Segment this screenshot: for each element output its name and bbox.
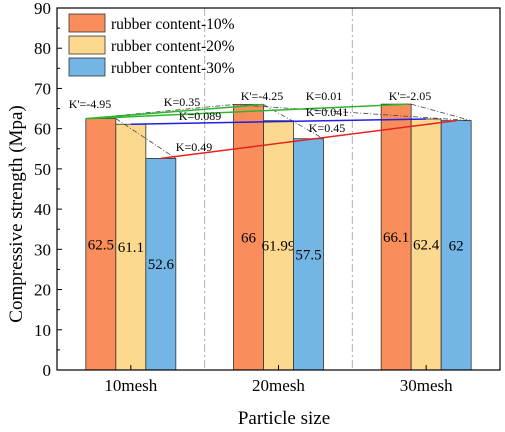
legend-swatch-3 <box>68 57 106 77</box>
legend-label-3: rubber content-30% <box>111 60 235 77</box>
y-tick-label: 60 <box>34 120 51 139</box>
k-prime-label: K'=-4.95 <box>69 97 112 111</box>
x-axis-title: Particle size <box>238 408 330 429</box>
y-tick-label: 0 <box>43 361 52 380</box>
legend-label-2: rubber content-20% <box>111 38 235 55</box>
trend-line-3 <box>160 119 457 160</box>
group-dashdot-line <box>411 103 472 122</box>
trend-line-1 <box>88 103 409 120</box>
y-tick-label: 20 <box>34 281 51 300</box>
k-label: K=0.45 <box>309 121 345 135</box>
bar-value-label: 61.1 <box>118 240 144 256</box>
legend-swatch-1 <box>68 13 106 33</box>
y-tick-label: 80 <box>34 39 51 58</box>
k-prime-label: K'=-4.25 <box>241 89 284 103</box>
legend-swatch-2 <box>68 35 106 55</box>
bar-3-3 <box>440 120 472 371</box>
legend-label-1: rubber content-10% <box>111 16 235 33</box>
plot-area: 62.5 66 66.1 61.1 61.99 62.4 52.6 57.5 62 K'=-4.9… <box>34 0 501 395</box>
bar-2-1 <box>115 123 147 371</box>
y-tick-label: 40 <box>34 200 51 219</box>
group-dashdot-line <box>115 118 177 159</box>
bar-3-1 <box>145 158 177 371</box>
trend-line-segment <box>85 103 264 120</box>
bar-value-label: 62 <box>449 238 464 254</box>
y-tick-label: 50 <box>34 160 51 179</box>
bar-value-label: 66.1 <box>383 230 409 246</box>
bar-value-label: 57.5 <box>295 247 321 263</box>
trend-k-label: K=0.01 <box>306 89 342 103</box>
trend-line-2 <box>130 118 427 125</box>
bar-value-label: 62.5 <box>88 237 114 253</box>
y-axis-title: Compressive strength (Mpa) <box>6 105 27 322</box>
y-tick-label: 90 <box>34 0 51 18</box>
bar-2-3 <box>410 118 442 371</box>
k-prime-label: K'=-2.05 <box>389 89 432 103</box>
trend-k-label: K=0.041 <box>306 105 348 119</box>
k-label: K=0.089 <box>179 109 221 123</box>
bar-value-label: 61.99 <box>262 238 296 254</box>
y-tick-label: 30 <box>34 240 51 259</box>
trend-k-label: K=0.49 <box>176 140 212 154</box>
bar-value-label: 52.6 <box>148 257 175 273</box>
bar-value-label: 66 <box>241 230 257 246</box>
x-tick-label: 20mesh <box>252 376 305 395</box>
bar-value-label: 62.4 <box>413 238 440 254</box>
k-label: K=0.35 <box>164 95 200 109</box>
x-tick-label: 30mesh <box>400 376 453 395</box>
x-tick-label: 10mesh <box>104 376 157 395</box>
bar-3-2 <box>293 138 324 371</box>
y-tick-label: 10 <box>34 321 51 340</box>
y-tick-label: 70 <box>34 79 51 98</box>
